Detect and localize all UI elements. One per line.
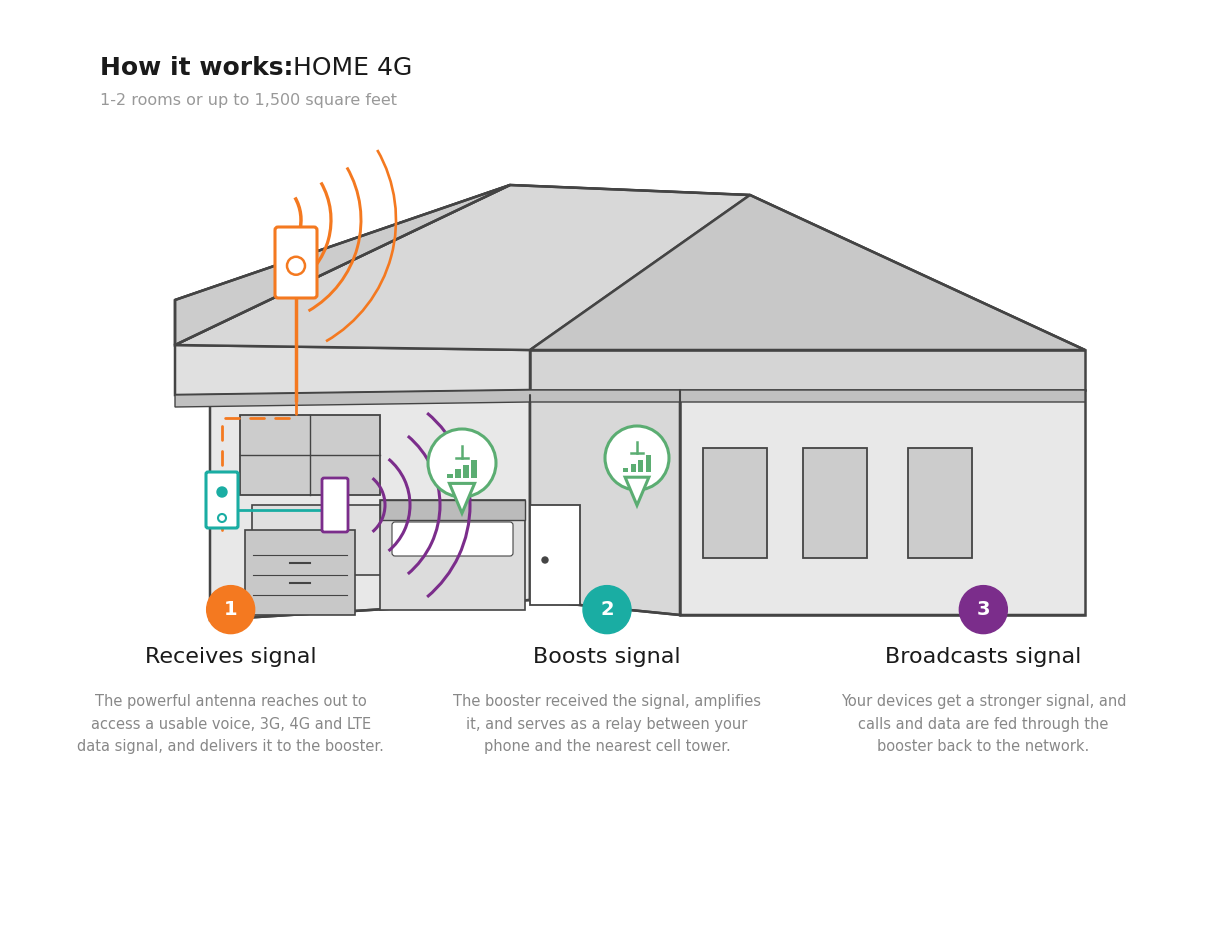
Text: Your devices get a stronger signal, and
calls and data are fed through the
boost: Your devices get a stronger signal, and … [840, 694, 1127, 755]
FancyBboxPatch shape [253, 505, 382, 575]
Polygon shape [625, 477, 649, 505]
FancyBboxPatch shape [464, 465, 469, 479]
Polygon shape [531, 195, 1085, 350]
Polygon shape [175, 185, 750, 350]
Text: The booster received the signal, amplifies
it, and serves as a relay between you: The booster received the signal, amplifi… [453, 694, 761, 755]
Polygon shape [175, 185, 1085, 350]
FancyBboxPatch shape [802, 448, 867, 558]
FancyBboxPatch shape [471, 460, 477, 479]
Circle shape [583, 585, 631, 634]
Circle shape [605, 426, 669, 490]
Text: 2: 2 [600, 600, 614, 619]
Text: 3: 3 [976, 600, 991, 619]
Polygon shape [175, 345, 531, 395]
Text: The powerful antenna reaches out to
access a usable voice, 3G, 4G and LTE
data s: The powerful antenna reaches out to acce… [78, 694, 384, 755]
FancyBboxPatch shape [245, 530, 354, 615]
FancyBboxPatch shape [380, 500, 524, 520]
Circle shape [206, 585, 255, 634]
FancyBboxPatch shape [703, 448, 767, 558]
Text: Receives signal: Receives signal [144, 647, 317, 667]
FancyBboxPatch shape [447, 474, 453, 479]
FancyBboxPatch shape [639, 460, 643, 472]
FancyBboxPatch shape [623, 468, 628, 472]
Text: 1-2 rooms or up to 1,500 square feet: 1-2 rooms or up to 1,500 square feet [100, 93, 397, 108]
Polygon shape [680, 390, 1085, 615]
FancyBboxPatch shape [908, 448, 972, 558]
FancyBboxPatch shape [380, 500, 524, 610]
Polygon shape [210, 375, 531, 620]
Polygon shape [175, 185, 510, 345]
Circle shape [287, 257, 305, 275]
FancyBboxPatch shape [531, 505, 580, 605]
Text: How it works:: How it works: [100, 56, 294, 80]
Polygon shape [449, 483, 475, 513]
FancyBboxPatch shape [392, 522, 514, 556]
Polygon shape [175, 390, 1085, 407]
Text: 1: 1 [223, 600, 238, 619]
FancyBboxPatch shape [455, 469, 460, 479]
Circle shape [429, 429, 497, 497]
FancyBboxPatch shape [276, 227, 317, 298]
Circle shape [541, 557, 548, 563]
Text: HOME 4G: HOME 4G [285, 56, 413, 80]
FancyBboxPatch shape [646, 455, 651, 472]
Text: Broadcasts signal: Broadcasts signal [885, 647, 1082, 667]
FancyBboxPatch shape [206, 472, 238, 528]
Circle shape [217, 487, 227, 497]
Polygon shape [531, 350, 1085, 390]
Polygon shape [531, 375, 680, 615]
FancyBboxPatch shape [322, 478, 348, 532]
Text: Boosts signal: Boosts signal [533, 647, 681, 667]
FancyBboxPatch shape [630, 464, 636, 472]
Circle shape [219, 514, 226, 522]
FancyBboxPatch shape [240, 415, 380, 495]
Circle shape [959, 585, 1008, 634]
